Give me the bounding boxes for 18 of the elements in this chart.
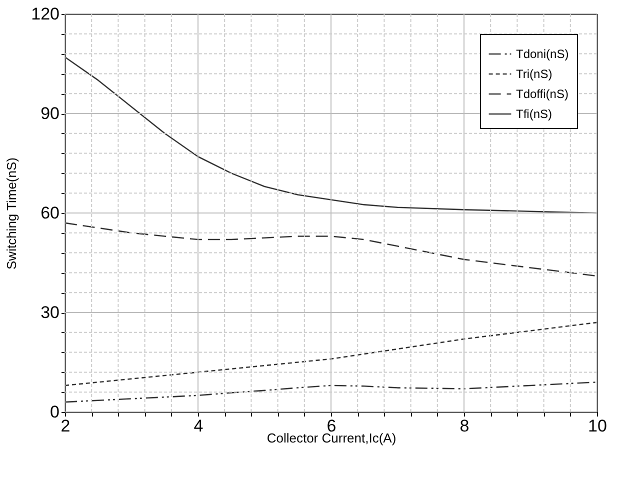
- line-series: [64, 322, 598, 386]
- x-tick-label: 4: [194, 416, 204, 436]
- x-axis-title: Collector Current,Ic(A): [266, 430, 396, 446]
- legend-label: Tdoffi(nS): [516, 87, 568, 101]
- y-tick-label: 120: [31, 4, 60, 24]
- line-series: [64, 222, 598, 277]
- y-tick-label: 90: [40, 104, 60, 123]
- y-axis-title: Switching Time(nS): [4, 158, 20, 270]
- legend-label: Tdoni(nS): [516, 47, 569, 61]
- x-tick-label: 8: [460, 416, 470, 436]
- line-series: [64, 382, 598, 403]
- y-tick-label: 0: [50, 402, 60, 422]
- x-tick-label: 10: [588, 416, 607, 436]
- y-tick-label: 60: [40, 204, 60, 222]
- y-tick-label: 30: [40, 303, 60, 322]
- legend-label: Tfi(nS): [516, 107, 552, 121]
- x-tick-label: 2: [60, 416, 70, 436]
- legend-label: Tri(nS): [516, 67, 552, 81]
